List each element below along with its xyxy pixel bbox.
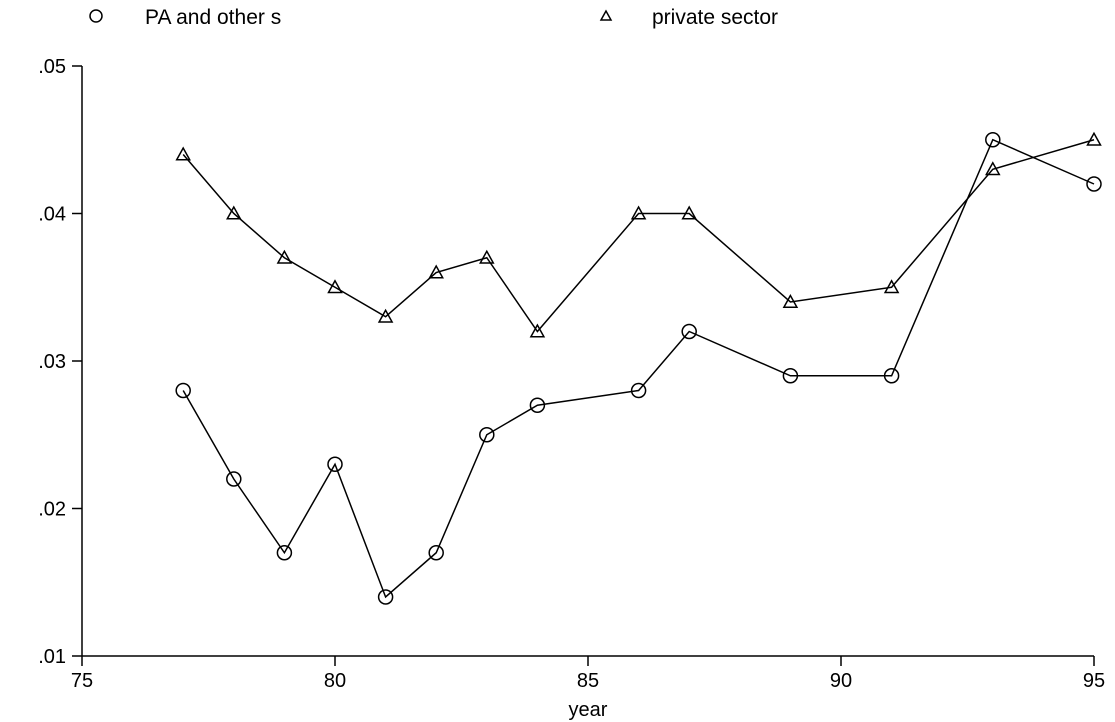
y-tick-label: .01 <box>38 646 66 668</box>
axes: 75 80 85 90 95 .01 .02 .03 .04 .05 year <box>38 56 1105 721</box>
circle-point <box>529 397 546 413</box>
circle-point <box>276 545 293 561</box>
triangle-point <box>276 249 293 264</box>
circle-point <box>985 132 1001 148</box>
series-1 <box>175 132 1102 605</box>
triangle-point <box>529 323 546 338</box>
series-2 <box>175 131 1102 338</box>
y-tick-label: .04 <box>38 204 66 226</box>
circle-point <box>630 382 647 399</box>
y-ticks: .01 .02 .03 .04 .05 <box>38 56 82 668</box>
circle-point <box>681 323 697 340</box>
circle-point <box>327 456 343 472</box>
triangle-point <box>1086 131 1102 146</box>
series-line <box>182 139 1095 333</box>
triangle-point <box>782 293 799 308</box>
circle-point <box>479 427 495 443</box>
legend-item-2: private sector <box>599 6 778 29</box>
y-tick-label: .03 <box>38 351 66 373</box>
circle-point <box>1086 176 1102 192</box>
x-tick-label: 90 <box>830 670 852 692</box>
circle-point <box>175 382 191 399</box>
x-tick-label: 80 <box>324 670 346 692</box>
circle-point <box>428 545 444 561</box>
legend-circle-icon <box>89 9 103 23</box>
x-tick-label: 85 <box>577 670 599 692</box>
legend-item-1: PA and other s <box>89 6 281 29</box>
triangle-point <box>327 279 343 294</box>
legend-triangle-icon <box>599 9 613 21</box>
x-tick-label: 75 <box>71 670 93 692</box>
series-layer <box>175 131 1102 605</box>
triangle-point <box>630 205 647 220</box>
x-axis-label: year <box>569 699 608 721</box>
triangle-point <box>479 249 495 264</box>
triangle-point <box>175 146 191 161</box>
triangle-point <box>377 308 394 323</box>
y-tick-label: .02 <box>38 499 66 521</box>
circle-point <box>226 471 242 487</box>
series-line <box>182 138 1095 599</box>
y-tick-label: .05 <box>38 56 66 78</box>
legend: PA and other s private sector <box>89 6 778 29</box>
legend-label: PA and other s <box>145 6 281 29</box>
circle-point <box>377 589 394 605</box>
circle-point <box>883 368 900 384</box>
x-ticks: 75 80 85 90 95 <box>71 656 1105 692</box>
circle-point <box>782 368 799 384</box>
legend-label: private sector <box>652 6 778 29</box>
triangle-point <box>883 279 900 294</box>
triangle-point <box>681 205 697 220</box>
triangle-point <box>985 161 1001 176</box>
x-tick-label: 95 <box>1083 670 1105 692</box>
triangle-point <box>428 264 444 279</box>
triangle-point <box>226 205 242 220</box>
